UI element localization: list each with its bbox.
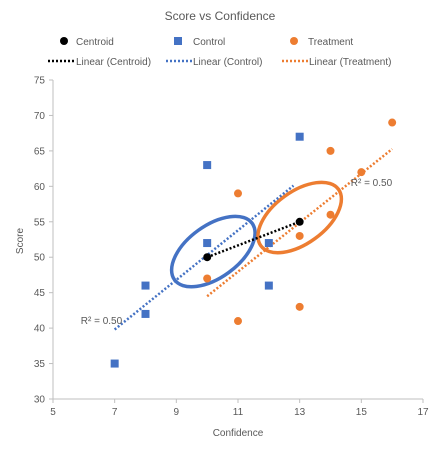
legend-label-linear-treatment: Linear (Treatment): [309, 57, 391, 68]
r-squared-treatment-label: R² = 0.50: [351, 178, 393, 189]
treatment-point: [234, 189, 242, 198]
control-point: [203, 161, 212, 170]
trendline-centroid: [206, 220, 301, 259]
x-tick-label: 9: [174, 407, 180, 418]
x-axis-label: Confidence: [213, 428, 264, 439]
control-point: [295, 132, 304, 141]
treatment-point: [326, 146, 335, 155]
legend-item-linear-treatment: Linear (Treatment): [282, 57, 391, 68]
treatment-point: [295, 231, 304, 240]
legend-marker-control: [174, 37, 182, 45]
y-tick-label: 65: [34, 146, 46, 157]
x-tick-label: 13: [294, 407, 306, 418]
legend-item-linear-centroid: Linear (Centroid): [48, 57, 151, 68]
control-point: [141, 309, 150, 318]
control-point: [141, 281, 150, 290]
control-point: [203, 239, 212, 248]
annotations: R² = 0.50 R² = 0.50: [81, 178, 393, 327]
y-tick-label: 30: [34, 395, 46, 406]
control-point: [110, 359, 119, 368]
legend-item-linear-control: Linear (Control): [166, 57, 262, 68]
legend: Centroid Control Treatment Linear (Centr…: [48, 37, 391, 68]
centroid-point: [203, 253, 212, 262]
legend-item-centroid: Centroid: [60, 37, 114, 48]
axes: 5 7 9 11 13 15 17 30 35 40 45 50 55 60 65 70 75: [34, 76, 429, 419]
legend-label-treatment: Treatment: [308, 37, 353, 48]
y-tick-label: 35: [34, 359, 46, 370]
y-tick-label: 75: [34, 76, 46, 87]
centroid-point: [295, 217, 304, 226]
y-tick-label: 60: [34, 182, 46, 193]
legend-label-control: Control: [193, 37, 225, 48]
ellipses: [169, 180, 344, 289]
data-points: [110, 118, 397, 368]
control-point: [264, 281, 273, 290]
y-tick-label: 70: [34, 111, 46, 122]
x-tick-label: 5: [50, 407, 56, 418]
legend-marker-centroid: [60, 37, 68, 45]
treatment-point: [295, 302, 304, 311]
chart-title: Score vs Confidence: [165, 9, 276, 23]
x-tick-label: 7: [112, 407, 118, 418]
y-tick-label: 55: [34, 217, 46, 228]
r-squared-control-label: R² = 0.50: [81, 316, 123, 327]
legend-label-centroid: Centroid: [76, 37, 114, 48]
legend-label-linear-control: Linear (Control): [193, 57, 262, 68]
treatment-point: [388, 118, 397, 127]
control-ellipse: [169, 214, 257, 289]
treatment-point: [326, 210, 335, 219]
y-axis-label: Score: [15, 228, 26, 255]
legend-item-control: Control: [174, 37, 225, 48]
legend-marker-treatment: [290, 37, 298, 45]
x-tick-label: 11: [233, 407, 244, 418]
treatment-point: [203, 274, 212, 283]
control-point: [264, 239, 273, 248]
x-tick-label: 15: [356, 407, 368, 418]
trendlines: [113, 148, 393, 331]
x-tick-label: 17: [417, 407, 429, 418]
y-tick-label: 45: [34, 288, 46, 299]
chart-title-group: Score vs Confidence: [165, 9, 276, 23]
y-tick-label: 50: [34, 253, 46, 264]
treatment-point: [357, 168, 366, 177]
treatment-ellipse: [256, 180, 344, 255]
treatment-point: [234, 317, 242, 326]
legend-item-treatment: Treatment: [290, 37, 353, 48]
y-tick-label: 40: [34, 324, 46, 335]
legend-label-linear-centroid: Linear (Centroid): [76, 57, 151, 68]
